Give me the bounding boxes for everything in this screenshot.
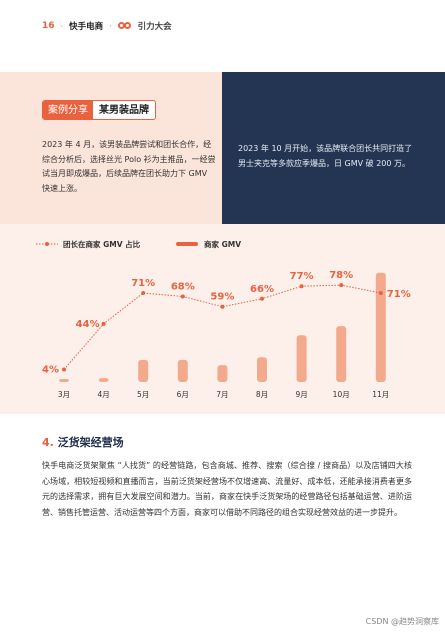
section-4-body: 快手电商泛货架聚焦 “人找货” 的经营链路，包含商城、推荐、搜索（综合搜 / 搜… (42, 461, 412, 517)
sub-brand-name: 引力大会 (137, 22, 172, 32)
x-tick-label: 6月 (177, 390, 189, 399)
share-point (299, 284, 304, 289)
share-point (260, 296, 264, 301)
case-right-panel (222, 72, 445, 224)
section-title-text: 泛货架经营场 (57, 436, 124, 449)
gmv-bar (336, 326, 347, 382)
case-brand-name: 某男装品牌 (99, 105, 149, 116)
section-4-title: 4. 泛货架经营场 (42, 434, 124, 450)
section-number: 4. (42, 436, 54, 449)
share-data-label: 71% (131, 278, 155, 289)
x-tick-label: 8月 (256, 390, 268, 399)
gmv-bar (257, 357, 267, 382)
header-separator-2: · (109, 21, 112, 31)
gmv-bar (98, 378, 109, 382)
share-point (220, 304, 225, 309)
x-tick-label: 10月 (333, 390, 350, 399)
gmv-bar (375, 272, 386, 382)
share-data-label: 66% (250, 284, 274, 295)
legend-bar-label: 商家 GMV (204, 239, 241, 249)
share-point (339, 283, 344, 288)
gmv-bar (296, 335, 307, 382)
share-data-label: 77% (290, 271, 314, 282)
x-tick-label: 4月 (97, 390, 109, 399)
case-tag-label: 案例分享 (43, 101, 93, 119)
share-point (141, 291, 146, 296)
share-data-label: 71% (387, 289, 411, 300)
share-point (378, 291, 383, 296)
x-tick-label: 9月 (295, 390, 307, 399)
share-point (101, 321, 106, 326)
gmv-bar (138, 359, 149, 382)
share-data-label: 4% (42, 364, 59, 375)
gmv-bar (177, 359, 188, 382)
legend-bar-swatch (176, 242, 198, 246)
brand-name: 快手电商 (69, 22, 104, 32)
gmv-chart: 团长在商家 GMV 占比 商家 GMV 4% 44% 71% 68% 59% 66% 77% 78… (36, 239, 411, 399)
case-left-panel (0, 72, 222, 224)
gravity-logo-icon (117, 21, 132, 31)
gmv-bar (217, 365, 228, 382)
header-separator: · (60, 21, 64, 31)
gmv-bar (59, 379, 69, 382)
watermark: CSDN @趋势洞察库 (365, 617, 439, 626)
share-data-label: 44% (76, 319, 100, 330)
share-point (62, 367, 66, 372)
share-point (180, 294, 185, 299)
share-data-label: 68% (171, 281, 195, 292)
page-number: 16 (42, 21, 55, 31)
case-tag: 案例分享 某男装品牌 (42, 100, 156, 120)
share-data-label: 59% (210, 292, 234, 303)
legend-line-label: 团长在商家 GMV 占比 (63, 239, 141, 249)
x-tick-label: 11月 (372, 390, 389, 399)
case-left-text: 2023 年 4 月，该男装品牌尝试和团长合作，经综合分析后，选择丝光 Polo… (42, 140, 216, 193)
x-tick-label: 7月 (216, 390, 228, 399)
share-data-label: 78% (329, 270, 353, 281)
page-header: 16 · 快手电商 · 引力大会 (42, 18, 172, 34)
legend-line-marker (45, 242, 49, 246)
case-right-text: 2023 年 10 月开始，该品牌联合团长共同打造了男士夹克等多款应季爆品，日 … (238, 144, 413, 168)
chart-background (0, 224, 445, 414)
x-tick-label: 3月 (58, 390, 70, 399)
x-tick-label: 5月 (137, 390, 149, 399)
